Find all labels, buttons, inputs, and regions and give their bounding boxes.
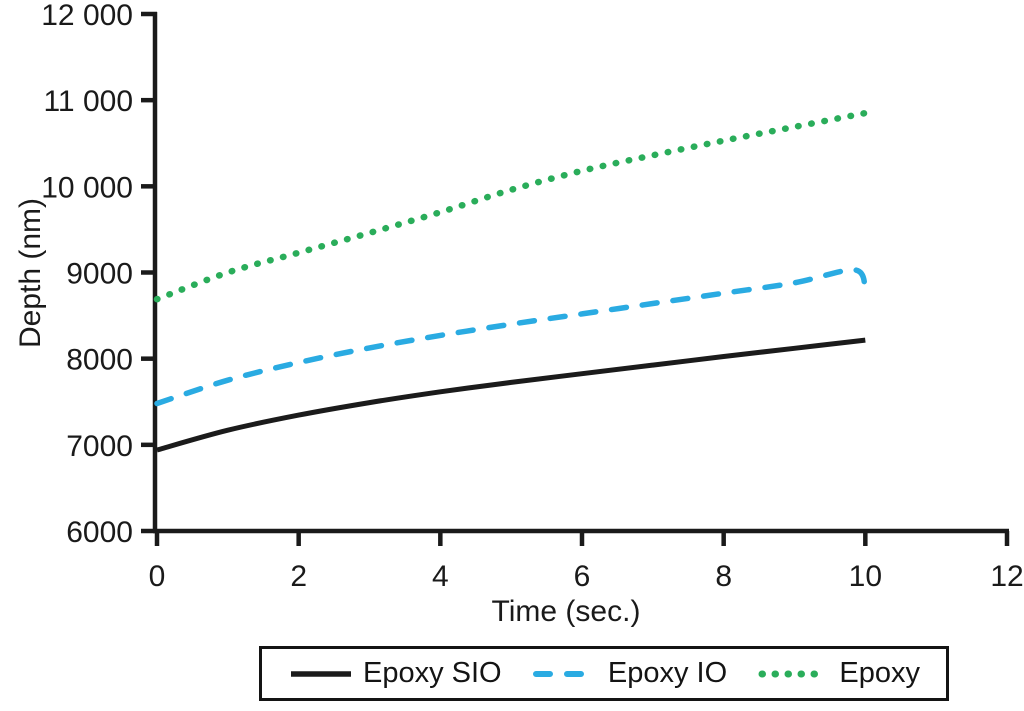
x-tick-label: 12 [990,560,1023,593]
legend-label: Epoxy SIO [363,657,502,689]
y-tick-label: 12 000 [41,0,133,32]
x-tick-label: 0 [149,560,166,593]
legend-box: Epoxy SIO Epoxy IO Epoxy [259,646,949,701]
x-axis-ticks: 0 2 4 6 8 10 12 [149,531,1024,593]
y-tick-label: 11 000 [43,85,133,118]
y-tick-label: 10 000 [41,171,133,204]
legend-item-epoxy: Epoxy [758,657,920,690]
y-axis-title: Depth (nm) [14,198,47,348]
series-line-epoxy-sio [156,337,866,453]
legend-swatch-dotted-line [758,670,830,677]
series-lines [153,109,869,453]
legend-item-epoxy-io: Epoxy IO [532,657,728,690]
x-axis-title: Time (sec.) [492,595,641,628]
y-tick-label: 7000 [66,430,133,463]
legend-swatch-solid-line [291,670,351,677]
legend-swatch-dashed-line [532,670,599,677]
y-axis-ticks: 6000 7000 8000 9000 10 000 11 000 12 000 [41,0,157,549]
y-tick-label: 6000 [66,516,133,549]
y-tick-label: 8000 [66,344,133,377]
x-tick-label: 4 [432,560,449,593]
y-tick-label: 9000 [66,258,133,291]
x-tick-label: 2 [290,560,307,593]
x-tick-label: 10 [849,560,882,593]
axis-spines [152,12,1009,534]
series-line-epoxy-io [154,267,869,407]
legend-label: Epoxy [839,657,920,689]
legend-item-epoxy-sio: Epoxy SIO [288,657,502,690]
legend-label: Epoxy IO [607,657,728,689]
x-tick-label: 8 [715,560,732,593]
series-line-epoxy [153,109,869,303]
x-tick-label: 6 [574,560,591,593]
